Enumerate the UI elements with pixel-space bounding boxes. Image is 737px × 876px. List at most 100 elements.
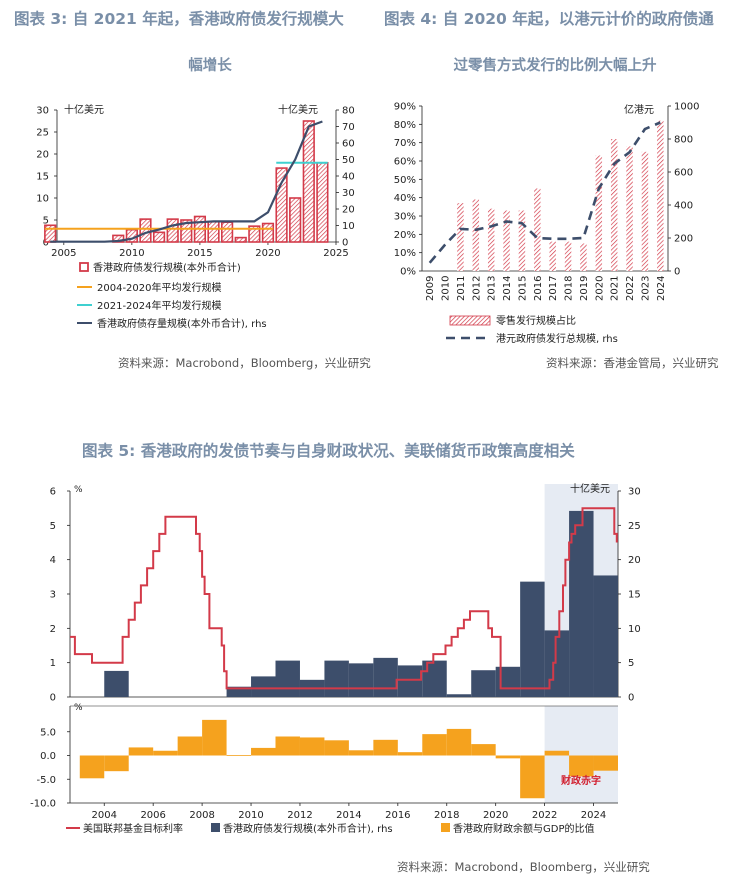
fig4-xtick: 2015 (517, 276, 528, 301)
fig3-ytick-left: 15 (36, 172, 49, 183)
fig5-bar-balance (324, 740, 349, 756)
fig5-top-ytick-left: 5 (50, 521, 56, 532)
fig5-legend-balance: 香港政府财政余额与GDP的比值 (453, 822, 594, 835)
fig3-unit-right: 十亿美元 (278, 103, 318, 116)
fig3-ytick-left: 10 (36, 194, 49, 205)
fig5-bar-balance (299, 737, 325, 756)
fig5-top-ytick-left: 0 (50, 693, 56, 704)
fig3-ytick-right: 10 (342, 221, 355, 232)
fig5-bar-balance (373, 739, 398, 756)
fig5-bar-issuance (544, 630, 570, 697)
fig3-ytick-right: 50 (342, 155, 355, 166)
fig5-xtick: 2006 (140, 810, 165, 821)
fig3-bar (139, 218, 152, 243)
fig4-xtick: 2016 (533, 276, 544, 301)
fig3-ytick-left: 20 (36, 150, 49, 161)
fig5-top-ytick-right: 0 (628, 693, 634, 704)
fig4-bar (503, 210, 510, 271)
fig5-top-ytick-right: 30 (628, 487, 641, 498)
fig4-xtick: 2024 (656, 276, 667, 301)
fig4-bar (534, 188, 541, 271)
fig3-bar (207, 220, 220, 243)
fig4-bar (518, 210, 526, 271)
fig5-unit-top-left: % (74, 485, 83, 495)
fig3-xtick: 2015 (187, 248, 212, 259)
fig5-xtick: 2024 (581, 810, 606, 821)
fig5-bar-balance (397, 752, 423, 756)
fig5-bar-issuance (251, 676, 276, 697)
fig5-top-ytick-right: 15 (628, 590, 641, 601)
fig3-ytick-right: 80 (342, 106, 355, 117)
fig5-xtick: 2016 (385, 810, 410, 821)
fig5-bar-balance (593, 755, 618, 771)
fig4-bar (580, 243, 587, 271)
fig4-ytick-left: 10% (394, 248, 416, 259)
fig4-xtick: 2023 (640, 276, 651, 301)
fig3-ytick-right: 40 (342, 172, 355, 183)
fig3-ytick-right: 60 (342, 139, 355, 150)
fig5-xtick: 2020 (483, 810, 508, 821)
fig5-top-ytick-right: 5 (628, 658, 634, 669)
fig5-bar-issuance (471, 670, 496, 697)
fig3-ytick-left: 30 (36, 106, 49, 117)
fig4-ytick-left: 90% (394, 102, 416, 113)
fig4-source: 资料来源：香港金管局，兴业研究 (546, 356, 719, 370)
fig3-ytick-left: 25 (36, 128, 49, 139)
fig3-bar (152, 231, 166, 243)
fig5-bar-balance (495, 755, 521, 759)
fig3-ytick-left: 5 (43, 216, 49, 227)
fig5-bottom-ytick: 5.0 (40, 727, 56, 738)
fig3-ytick-right: 30 (342, 188, 355, 199)
fig5-bar-balance (79, 755, 105, 779)
fig4-subtitle: 过零售方式发行的比例大幅上升 (453, 58, 657, 74)
fig5-bottom-ytick: -10.0 (30, 799, 56, 810)
fig4-ytick-left: 40% (394, 193, 416, 204)
fig3-bar (302, 120, 315, 243)
fig3-legend-stock: 香港政府债存量规模(本外币合计), rhs (97, 317, 267, 330)
fig4-xtick: 2018 (564, 276, 575, 301)
fig5-bar-issuance (520, 581, 545, 697)
fig4-xtick: 2011 (456, 276, 467, 301)
fig4-ytick-right: 0 (674, 267, 680, 278)
fig4-xtick: 2020 (594, 276, 605, 301)
fig4-bar (657, 120, 664, 272)
fig4-ytick-right: 600 (674, 168, 693, 179)
fig4-xtick: 2017 (548, 276, 559, 301)
fig4-bar (626, 146, 633, 271)
fig4-bar (487, 208, 495, 271)
fig5-bar-issuance (373, 657, 398, 697)
fig4-bar (457, 203, 464, 271)
fig3-bar (316, 162, 329, 243)
fig3-legend-avg-2004-2020: 2004-2020年平均发行规模 (97, 281, 222, 294)
fig5-bar-balance (348, 750, 374, 756)
fig3-ytick-right: 70 (342, 122, 355, 133)
fig4-xtick: 2014 (502, 276, 513, 301)
fig4-bar (641, 151, 649, 271)
fig4-xtick: 2009 (425, 276, 436, 301)
fig4-bar (595, 155, 603, 271)
fig5-bar-issuance (446, 694, 472, 697)
fig5-bar-balance (569, 755, 594, 777)
fig3-xtick: 2005 (51, 248, 76, 259)
fig5-bar-issuance (495, 666, 521, 697)
fig4-xtick: 2012 (471, 276, 482, 301)
fig5-legend-swatch-balance (441, 823, 450, 832)
fig3-bar (275, 167, 288, 243)
fig3-line-stock (50, 120, 323, 243)
fig5-bottom-ytick: -5.0 (36, 775, 56, 786)
fig5-bar-balance (471, 744, 496, 756)
fig5-bar-balance (446, 728, 472, 756)
fig4-ytick-left: 0% (400, 267, 416, 278)
fig5-bar-issuance (104, 670, 129, 697)
fig3-ytick-right: 20 (342, 205, 355, 216)
fig4-xtick: 2022 (625, 276, 636, 301)
fig4-legend-retail: 零售发行规模占比 (496, 314, 576, 327)
fig5-top-ytick-left: 4 (50, 555, 56, 566)
fig5-top-ytick-left: 2 (50, 624, 56, 635)
fig5-xtick: 2004 (92, 810, 117, 821)
fig4-unit-right: 亿港元 (624, 103, 654, 116)
fig4-ytick-left: 30% (394, 212, 416, 223)
fig5-unit-bottom-left: % (74, 703, 83, 713)
fig3-xtick: 2010 (119, 248, 144, 259)
